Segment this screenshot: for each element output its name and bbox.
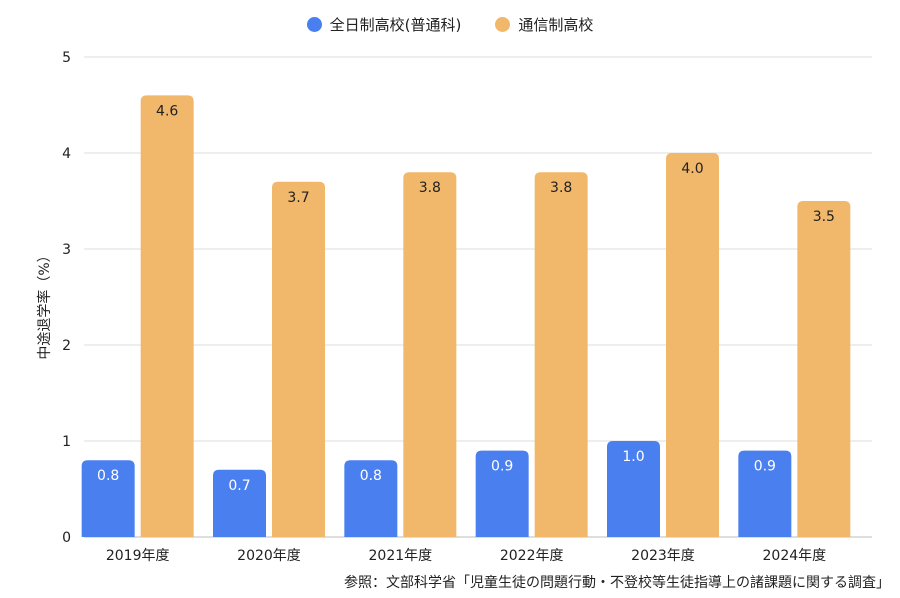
data-label: 0.8 bbox=[97, 468, 119, 484]
legend-label-correspondence: 通信制高校 bbox=[518, 16, 594, 34]
x-tick-label: 2021年度 bbox=[369, 548, 433, 564]
bar-correspondence bbox=[140, 95, 194, 538]
legend-swatch-fulltime bbox=[306, 17, 322, 32]
data-label: 0.7 bbox=[228, 478, 250, 494]
bar-correspondence bbox=[534, 172, 588, 537]
bar-fulltime bbox=[738, 450, 792, 537]
bar-correspondence bbox=[403, 172, 457, 537]
x-tick-label: 2022年度 bbox=[500, 548, 564, 564]
legend: 全日制高校(普通科) 通信制高校 bbox=[0, 14, 900, 35]
data-label: 0.8 bbox=[360, 468, 382, 484]
x-tick-label: 2019年度 bbox=[106, 548, 170, 564]
bar-fulltime bbox=[475, 450, 529, 537]
y-tick-label: 3 bbox=[62, 242, 71, 258]
legend-item-fulltime: 全日制高校(普通科) bbox=[306, 14, 462, 35]
bar-fulltime bbox=[344, 460, 398, 537]
x-tick-label: 2020年度 bbox=[237, 548, 301, 564]
bar-correspondence bbox=[797, 201, 851, 537]
data-label: 3.8 bbox=[550, 180, 572, 196]
data-label: 0.9 bbox=[491, 459, 513, 475]
x-tick-label: 2023年度 bbox=[631, 548, 695, 564]
bar-fulltime bbox=[607, 441, 660, 537]
data-label: 3.5 bbox=[813, 209, 835, 225]
data-label: 0.9 bbox=[754, 459, 776, 475]
x-tick-label: 2024年度 bbox=[763, 548, 827, 564]
y-tick-label: 1 bbox=[62, 434, 71, 450]
data-label: 4.0 bbox=[681, 161, 703, 177]
y-tick-label: 4 bbox=[62, 146, 71, 162]
legend-label-fulltime: 全日制高校(普通科) bbox=[329, 16, 462, 34]
bar-correspondence bbox=[666, 153, 719, 537]
y-tick-label: 5 bbox=[62, 50, 71, 66]
bar-fulltime bbox=[213, 469, 266, 537]
legend-swatch-correspondence bbox=[495, 17, 511, 32]
data-label: 3.7 bbox=[287, 190, 309, 206]
bar-correspondence bbox=[272, 181, 325, 538]
legend-item-correspondence: 通信制高校 bbox=[495, 14, 593, 35]
source-note: 参照：文部科学省「児童生徒の問題行動・不登校等生徒指導上の諸課題に関する調査」 bbox=[344, 575, 890, 591]
data-label: 1.0 bbox=[622, 449, 644, 465]
y-tick-label: 2 bbox=[62, 338, 71, 354]
bar-fulltime bbox=[81, 460, 135, 537]
y-tick-label: 0 bbox=[62, 530, 71, 546]
data-label: 3.8 bbox=[419, 180, 441, 196]
data-label: 4.6 bbox=[156, 103, 178, 119]
